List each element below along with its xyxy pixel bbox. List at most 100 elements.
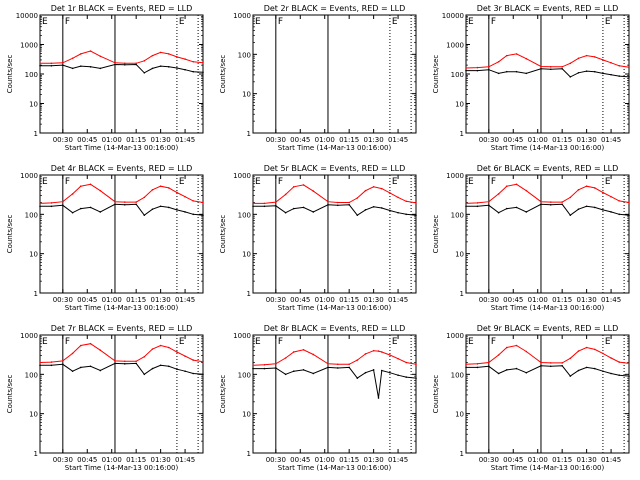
data-point-lld bbox=[202, 61, 204, 64]
data-point-lld bbox=[275, 363, 277, 365]
x-axis-label: Start Time (14-Mar-13 00:16:00) bbox=[278, 144, 392, 152]
data-point-events bbox=[192, 213, 195, 216]
data-point-events bbox=[465, 366, 467, 369]
data-point-lld bbox=[577, 57, 580, 60]
data-point-events bbox=[602, 72, 604, 75]
y-tick-label: 100 bbox=[451, 211, 464, 219]
event-marker-label: E bbox=[468, 177, 474, 187]
data-point-lld bbox=[497, 60, 500, 63]
panel-title: Det 4r BLACK = Events, RED = LLD bbox=[51, 164, 193, 173]
data-point-events bbox=[167, 365, 170, 368]
x-tick-label: 01:00 bbox=[315, 136, 335, 144]
data-point-lld bbox=[602, 59, 604, 61]
y-tick-label: 100 bbox=[25, 71, 38, 79]
x-tick-label: 01:00 bbox=[315, 296, 335, 304]
data-point-lld bbox=[114, 200, 116, 203]
y-tick-label: 10 bbox=[455, 101, 464, 109]
data-point-events bbox=[327, 203, 329, 206]
x-axis-label: Start Time (14-Mar-13 00:16:00) bbox=[278, 304, 392, 312]
data-point-events bbox=[569, 76, 572, 78]
data-point-events bbox=[192, 372, 195, 375]
data-point-events bbox=[192, 70, 195, 73]
data-point-lld bbox=[123, 62, 126, 65]
plot-frame bbox=[39, 174, 204, 294]
event-marker-label: E bbox=[605, 177, 611, 187]
x-tick-label: 00:45 bbox=[290, 456, 310, 464]
x-tick-label: 01:45 bbox=[175, 296, 195, 304]
x-tick-label: 00:45 bbox=[503, 456, 523, 464]
panel-title: Det 8r BLACK = Events, RED = LLD bbox=[264, 324, 406, 333]
event-marker-label: E bbox=[605, 337, 611, 347]
y-tick-label: 1000 bbox=[20, 172, 38, 180]
event-marker-label: E bbox=[255, 17, 261, 27]
data-point-events bbox=[561, 68, 563, 70]
data-point-events bbox=[577, 369, 580, 372]
data-point-lld bbox=[364, 189, 367, 192]
panel-det-8: Det 8r BLACK = Events, RED = LLD 1 10 100 10… bbox=[219, 324, 417, 472]
data-point-lld bbox=[356, 197, 359, 199]
plot-frame bbox=[252, 334, 417, 454]
event-marker-label: E bbox=[468, 17, 474, 27]
y-tick-label: 1 bbox=[460, 130, 464, 138]
data-point-events bbox=[114, 362, 116, 365]
data-point-lld bbox=[89, 183, 92, 186]
data-point-events bbox=[610, 372, 612, 375]
x-tick-label: 01:45 bbox=[601, 296, 621, 304]
data-point-events bbox=[99, 369, 102, 372]
data-point-lld bbox=[263, 363, 266, 366]
data-point-lld bbox=[39, 62, 41, 65]
x-tick-label: 01:30 bbox=[364, 296, 384, 304]
data-point-lld bbox=[515, 344, 518, 347]
y-tick-label: 10 bbox=[242, 411, 251, 419]
x-tick-label: 01:45 bbox=[601, 456, 621, 464]
data-point-lld bbox=[176, 351, 178, 353]
data-point-lld bbox=[525, 189, 528, 192]
data-point-events bbox=[476, 69, 479, 72]
data-point-lld bbox=[79, 185, 82, 187]
data-point-lld bbox=[336, 201, 339, 204]
y-tick-label: 1 bbox=[460, 290, 464, 298]
event-marker-label: E bbox=[179, 177, 185, 187]
data-point-lld bbox=[192, 60, 195, 63]
data-point-events bbox=[515, 206, 518, 209]
data-point-events bbox=[372, 206, 375, 208]
data-point-lld bbox=[79, 344, 82, 347]
data-point-lld bbox=[192, 359, 195, 361]
data-point-events bbox=[167, 206, 170, 209]
data-point-lld bbox=[292, 351, 295, 353]
data-point-events bbox=[184, 211, 186, 213]
data-point-lld bbox=[192, 200, 195, 202]
data-point-events bbox=[89, 206, 92, 209]
data-point-lld bbox=[515, 53, 518, 55]
x-tick-label: 01:30 bbox=[151, 456, 171, 464]
event-marker-label: E bbox=[468, 337, 474, 347]
data-point-events bbox=[549, 203, 552, 206]
y-axis-label: Counts/sec bbox=[6, 55, 14, 94]
data-point-events bbox=[415, 377, 417, 379]
data-point-lld bbox=[62, 200, 64, 203]
data-point-lld bbox=[159, 185, 162, 187]
x-axis-label: Start Time (14-Mar-13 00:16:00) bbox=[65, 304, 179, 312]
y-tick-label: 1000 bbox=[446, 332, 464, 340]
plot-frame bbox=[465, 174, 630, 294]
data-point-events bbox=[505, 70, 508, 73]
data-point-lld bbox=[327, 363, 329, 365]
data-point-lld bbox=[372, 186, 375, 188]
data-point-events bbox=[488, 68, 490, 71]
data-point-lld bbox=[593, 56, 596, 58]
data-point-lld bbox=[628, 66, 630, 69]
data-point-events bbox=[488, 204, 490, 207]
data-point-events bbox=[593, 206, 596, 209]
data-point-events bbox=[151, 208, 154, 211]
data-point-events bbox=[585, 70, 588, 72]
x-axis-label: Start Time (14-Mar-13 00:16:00) bbox=[65, 144, 179, 152]
data-point-lld bbox=[628, 201, 630, 204]
y-tick-label: 10 bbox=[242, 251, 251, 259]
data-point-lld bbox=[151, 189, 154, 191]
data-point-lld bbox=[569, 196, 572, 199]
data-point-lld bbox=[380, 351, 383, 353]
data-point-lld bbox=[71, 352, 74, 355]
data-point-lld bbox=[292, 186, 295, 188]
data-point-lld bbox=[389, 192, 391, 194]
data-point-lld bbox=[488, 361, 490, 364]
